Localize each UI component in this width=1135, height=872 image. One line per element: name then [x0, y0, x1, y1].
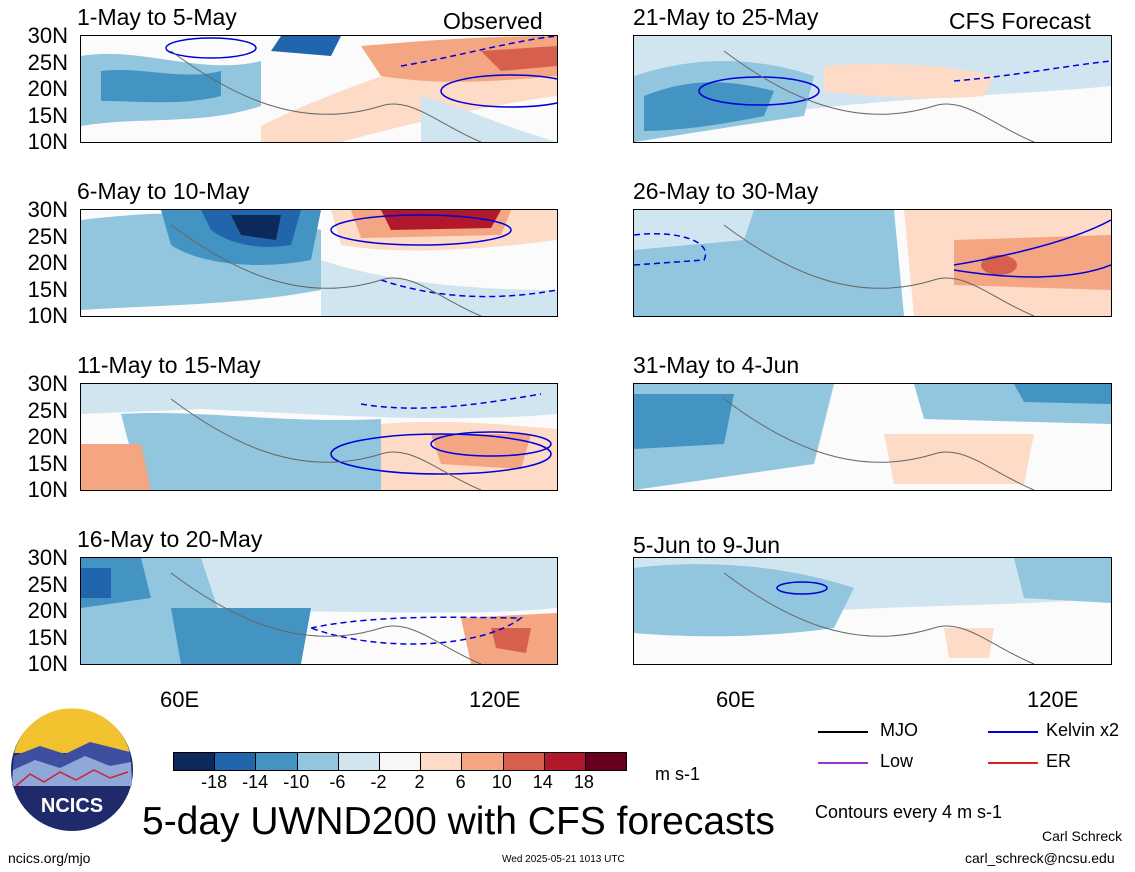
colorbar-units: m s-1	[655, 764, 700, 784]
panel-corner-label: Observed	[443, 8, 543, 34]
lat-label: 25N	[27, 398, 68, 423]
legend-label-er: ER	[1046, 751, 1072, 771]
lat-label: 10N	[27, 477, 68, 502]
colorbar-tick-label: 10	[491, 772, 512, 792]
panel-corner-label: CFS Forecast	[949, 8, 1091, 34]
panel-title: 5-Jun to 9-Jun	[633, 532, 781, 558]
map-panel	[80, 35, 558, 143]
lon-label: 60E	[716, 687, 756, 712]
colorbar-tick-label: -18	[201, 772, 228, 792]
uwnd-field	[81, 36, 557, 142]
colorbar-tick-label: 18	[573, 772, 594, 792]
colorbar-swatch	[174, 753, 216, 770]
colorbar-tick-label: -2	[370, 772, 387, 792]
main-title: 5-day UWND200 with CFS forecasts	[142, 800, 775, 843]
map-panel	[80, 209, 558, 317]
map-panel	[633, 383, 1112, 491]
panel-title: 6-May to 10-May	[77, 178, 250, 204]
colorbar-tick-label: 14	[532, 772, 553, 792]
lat-label: 20N	[27, 76, 68, 101]
colorbar-swatch	[503, 753, 545, 770]
colorbar-swatch	[421, 753, 463, 770]
uwnd-field	[634, 210, 1111, 316]
colorbar-swatch	[256, 753, 298, 770]
map-panel	[633, 209, 1112, 317]
lat-label: 30N	[27, 23, 68, 48]
footer-email: carl_schreck@ncsu.edu	[965, 850, 1115, 866]
colorbar	[173, 752, 627, 771]
colorbar-tick-label: -14	[242, 772, 269, 792]
lat-label: 15N	[27, 277, 68, 302]
colorbar-swatch	[215, 753, 257, 770]
panel-title: 11-May to 15-May	[77, 352, 261, 378]
lat-label: 30N	[27, 545, 68, 570]
legend-swatch-low	[818, 762, 868, 764]
uwnd-field	[634, 558, 1111, 664]
panel-title: 16-May to 20-May	[77, 526, 263, 552]
logo-text: NCICS	[41, 795, 103, 817]
footer-url: ncics.org/mjo	[8, 850, 91, 866]
lat-label: 20N	[27, 250, 68, 275]
panel-title: 1-May to 5-May	[77, 4, 237, 30]
legend-label-mjo: MJO	[880, 720, 918, 740]
uwnd-field	[634, 36, 1111, 142]
colorbar-tick-label: -6	[329, 772, 346, 792]
lon-label: 120E	[469, 687, 521, 712]
colorbar-swatch	[544, 753, 586, 770]
legend-swatch-mjo	[818, 731, 868, 733]
lat-label: 25N	[27, 572, 68, 597]
lon-label: 120E	[1027, 687, 1079, 712]
lat-label: 10N	[27, 651, 68, 676]
uwnd-field	[81, 558, 557, 664]
lat-label: 10N	[27, 129, 68, 154]
panel-title: 21-May to 25-May	[633, 4, 819, 30]
colorbar-tick-label: -10	[283, 772, 310, 792]
map-panel	[633, 35, 1112, 143]
footer-author: Carl Schreck	[1042, 828, 1123, 844]
colorbar-swatch	[297, 753, 339, 770]
lat-label: 25N	[27, 224, 68, 249]
uwnd-field	[81, 384, 557, 490]
panel-title: 26-May to 30-May	[633, 178, 819, 204]
colorbar-swatch	[379, 753, 422, 770]
legend-swatch-kelvin	[988, 731, 1038, 733]
lat-label: 15N	[27, 625, 68, 650]
lon-label: 60E	[160, 687, 200, 712]
lat-label: 15N	[27, 451, 68, 476]
lat-label: 30N	[27, 371, 68, 396]
map-panel	[633, 557, 1112, 665]
lat-label: 30N	[27, 197, 68, 222]
uwnd-field	[81, 210, 557, 316]
colorbar-tick-label: 6	[455, 772, 466, 792]
map-panel	[80, 383, 558, 491]
map-panel	[80, 557, 558, 665]
ncics-logo: NCICS	[10, 708, 134, 832]
lat-label: 10N	[27, 303, 68, 328]
lat-label: 20N	[27, 424, 68, 449]
panel-title: 31-May to 4-Jun	[633, 352, 800, 378]
footer-timestamp: Wed 2025-05-21 1013 UTC	[502, 854, 625, 865]
lat-label: 20N	[27, 598, 68, 623]
legend-label-kelvin: Kelvin x2	[1046, 720, 1120, 740]
colorbar-swatch	[338, 753, 380, 770]
lat-label: 15N	[27, 103, 68, 128]
legend-swatch-er	[988, 762, 1038, 764]
colorbar-tick-label: 2	[414, 772, 425, 792]
lat-label: 25N	[27, 50, 68, 75]
colorbar-swatch	[585, 753, 627, 770]
contours-note: Contours every 4 m s-1	[815, 802, 1003, 822]
legend-label-low: Low	[880, 751, 914, 771]
uwnd-field	[634, 384, 1111, 490]
colorbar-swatch	[462, 753, 504, 770]
